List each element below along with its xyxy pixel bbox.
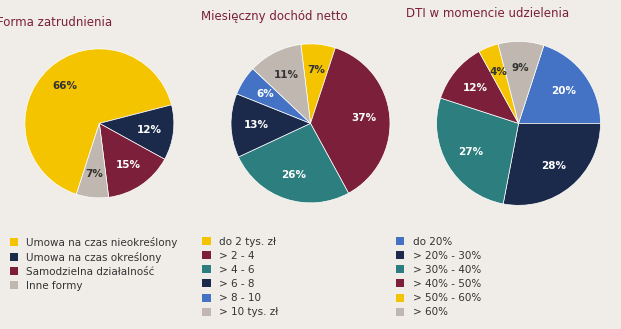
Text: 12%: 12% (463, 83, 488, 93)
Legend: do 20%, > 20% - 30%, > 30% - 40%, > 40% - 50%, > 50% - 60%, > 60%: do 20%, > 20% - 30%, > 30% - 40%, > 40% … (395, 236, 482, 318)
Wedge shape (237, 69, 310, 123)
Wedge shape (231, 94, 310, 157)
Wedge shape (25, 49, 171, 194)
Wedge shape (519, 45, 601, 123)
Text: 13%: 13% (244, 120, 269, 130)
Wedge shape (76, 123, 109, 198)
Wedge shape (503, 123, 601, 205)
Legend: do 2 tys. zł, > 2 - 4, > 4 - 6, > 6 - 8, > 8 - 10, > 10 tys. zł: do 2 tys. zł, > 2 - 4, > 4 - 6, > 6 - 8,… (201, 236, 279, 318)
Text: 4%: 4% (489, 66, 507, 77)
Text: 12%: 12% (137, 125, 162, 135)
Text: 6%: 6% (256, 89, 274, 99)
Text: 7%: 7% (86, 169, 104, 179)
Text: 26%: 26% (281, 170, 306, 180)
Text: 37%: 37% (351, 114, 377, 123)
Wedge shape (99, 123, 165, 197)
Wedge shape (99, 105, 174, 159)
Text: 9%: 9% (512, 63, 529, 73)
Wedge shape (253, 44, 310, 123)
Text: 11%: 11% (274, 70, 299, 80)
Wedge shape (310, 48, 390, 193)
Wedge shape (238, 123, 348, 203)
Text: 7%: 7% (307, 64, 325, 75)
Text: 28%: 28% (542, 161, 566, 171)
Text: 15%: 15% (116, 160, 140, 170)
Text: DTI w momencie udzielenia: DTI w momencie udzielenia (406, 7, 569, 20)
Wedge shape (479, 44, 519, 123)
Text: Forma zatrudnienia: Forma zatrudnienia (0, 16, 112, 29)
Text: 20%: 20% (551, 86, 576, 96)
Text: 66%: 66% (52, 82, 77, 91)
Wedge shape (437, 98, 519, 204)
Text: 27%: 27% (458, 147, 483, 157)
Wedge shape (440, 52, 519, 123)
Text: Miesięczny dochód netto: Miesięczny dochód netto (201, 10, 348, 23)
Wedge shape (498, 41, 544, 123)
Legend: Umowa na czas nieokreślony, Umowa na czas określony, Samodzielna działalność, In: Umowa na czas nieokreślony, Umowa na cza… (9, 236, 179, 292)
Wedge shape (301, 44, 335, 123)
